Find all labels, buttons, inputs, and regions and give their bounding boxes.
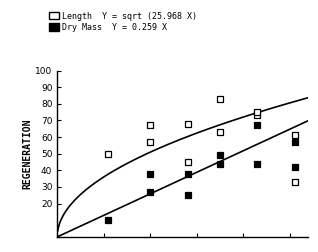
Point <box>292 165 297 169</box>
Point <box>148 123 153 128</box>
Point <box>292 180 297 184</box>
Point <box>148 190 153 194</box>
Point <box>185 193 190 197</box>
Point <box>106 152 111 156</box>
Point <box>218 153 223 158</box>
Point <box>255 113 260 117</box>
Legend: Length  Y = sqrt (25.968 X), Dry Mass  Y = 0.259 X: Length Y = sqrt (25.968 X), Dry Mass Y =… <box>49 12 197 32</box>
Point <box>255 110 260 114</box>
Y-axis label: REGENERATION: REGENERATION <box>22 118 32 189</box>
Point <box>185 122 190 126</box>
Point <box>148 172 153 176</box>
Point <box>106 218 111 222</box>
Point <box>185 160 190 164</box>
Point <box>148 140 153 144</box>
Point <box>292 140 297 144</box>
Point <box>255 123 260 128</box>
Point <box>292 133 297 137</box>
Point <box>255 162 260 166</box>
Point <box>185 172 190 176</box>
Point <box>218 162 223 166</box>
Point <box>218 97 223 101</box>
Point <box>218 130 223 134</box>
